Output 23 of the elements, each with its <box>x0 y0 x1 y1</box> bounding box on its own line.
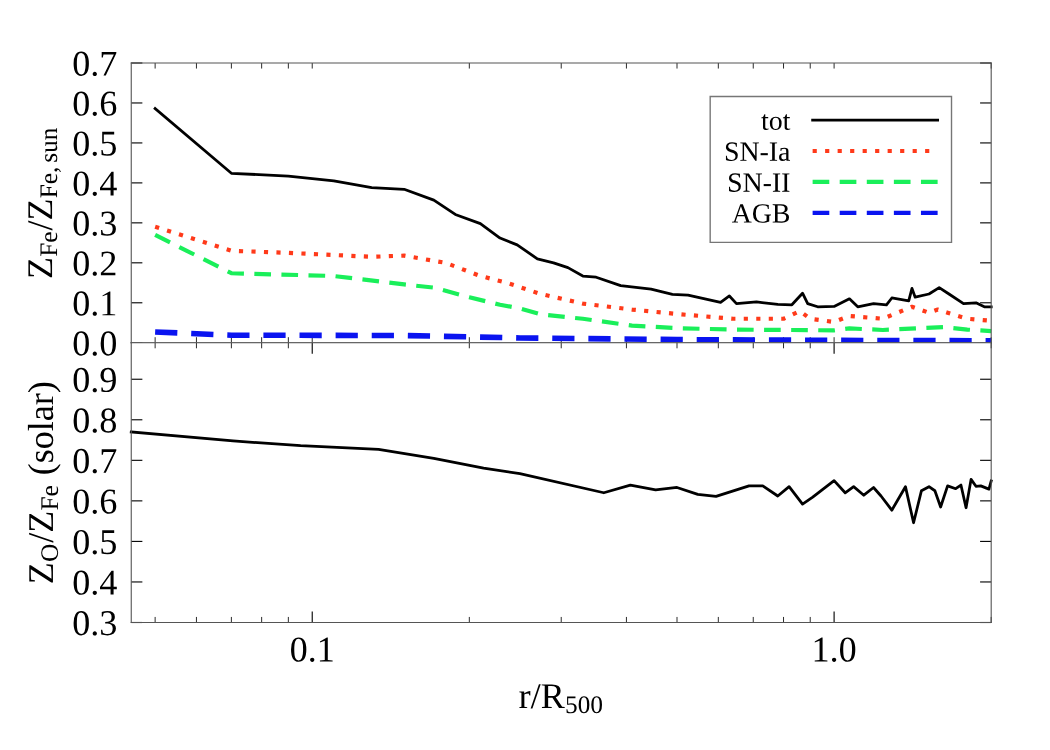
x-tick-label: 1.0 <box>814 637 856 662</box>
y-tick-label: 0.7 <box>73 448 117 474</box>
y-axis-title: Z$_{Fe}$/Z$_{Fe,sun}$ <box>28 127 61 278</box>
y-axis-title: Z$_{O}$/Z$_{Fe}$ (solar) <box>27 382 61 583</box>
y-tick-label: 0.9 <box>73 367 116 393</box>
legend-label: SN-Ia <box>725 142 791 161</box>
y-tick-label: 0.0 <box>73 331 116 356</box>
legend-label: AGB <box>732 204 790 223</box>
y-tick-label: 0.5 <box>73 131 116 156</box>
y-tick-label: 0.7 <box>73 51 117 77</box>
y-tick-label: 0.5 <box>73 529 116 555</box>
y-tick-label: 0.1 <box>73 291 116 316</box>
legend-label: tot <box>761 114 791 131</box>
legend-label: SN-II <box>729 173 790 192</box>
y-tick-label: 0.8 <box>73 408 116 433</box>
y-tick-label: 0.3 <box>73 211 116 236</box>
y-tick-label: 0.6 <box>73 91 117 117</box>
y-tick-label: 0.4 <box>73 171 117 196</box>
y-tick-label: 0.6 <box>73 489 117 514</box>
y-tick-label: 0.4 <box>73 570 117 595</box>
y-tick-label: 0.3 <box>73 611 116 636</box>
x-axis-title: r/R$_{500}$ <box>519 684 602 714</box>
y-tick-label: 0.2 <box>73 251 116 276</box>
